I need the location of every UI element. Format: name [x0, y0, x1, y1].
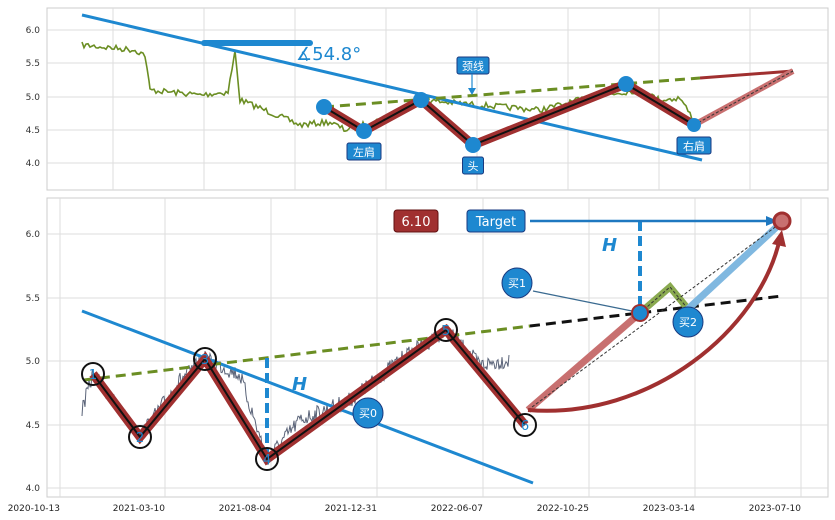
- target-leg: [685, 219, 785, 312]
- height-label-2: H: [602, 235, 617, 256]
- pivot-label: 2: [136, 431, 144, 446]
- pivot-label: 4: [263, 453, 271, 468]
- target-value-badge: [393, 209, 439, 233]
- pivot-circle: [128, 425, 152, 449]
- x-tick-label: 2020-10-13: [8, 504, 60, 514]
- pattern-point: [465, 137, 481, 153]
- svg-text:6.10: 6.10: [402, 215, 431, 230]
- y-tick-label: 6.0: [26, 230, 41, 240]
- pattern-label-box: [676, 136, 712, 155]
- y-tick-label: 4.0: [26, 159, 41, 169]
- neck-extension: [699, 69, 794, 80]
- buy-label: 买1: [508, 277, 526, 290]
- x-tick-label: 2023-07-10: [749, 504, 802, 514]
- breakout-leg: [525, 310, 643, 413]
- pivot-circle: [193, 347, 217, 371]
- y-tick-label: 5.5: [26, 59, 40, 69]
- angle-label: ∡54.8°: [296, 44, 361, 65]
- x-tick-label: 2021-03-10: [113, 504, 166, 514]
- pivot-circle: [513, 413, 537, 437]
- pattern-point: [687, 118, 701, 132]
- y-tick-label: 5.5: [26, 294, 40, 304]
- x-tick-label: 2021-08-04: [219, 504, 272, 514]
- buy-marker: [352, 397, 384, 429]
- y-tick-label: 5.0: [26, 357, 41, 367]
- neckline-extension: [529, 294, 783, 328]
- buy-marker: [501, 267, 533, 299]
- pattern-label-box: [346, 142, 382, 161]
- pattern-label: 头: [468, 160, 479, 173]
- x-tick-label: 2022-06-07: [431, 504, 483, 514]
- x-tick-label: 2023-03-14: [643, 504, 696, 514]
- bottom-panel: H H Target 6.10 1 2 3 4 5 6 买0 买1 买2 6.0 5.5 5.0 4…: [8, 197, 829, 514]
- pivot-label: 3: [201, 353, 209, 368]
- y-tick-label: 4.0: [26, 484, 41, 494]
- pivot-circle: [81, 362, 105, 386]
- neckline-label-box: [456, 56, 490, 75]
- pivot-label: 6: [521, 419, 529, 434]
- y-tick-label: 5.0: [26, 93, 41, 103]
- x-tick-label: 2022-10-25: [537, 504, 589, 514]
- top-trend-line: [81, 13, 703, 162]
- projection-curve: [527, 237, 782, 413]
- bottom-trend-line: [81, 309, 534, 485]
- target-badge: [466, 209, 526, 233]
- x-tick-label: 2021-12-31: [325, 504, 377, 514]
- buy1-arrow: [532, 290, 633, 312]
- target-point: [772, 211, 792, 231]
- neckline-label: 颈线: [462, 59, 484, 73]
- pattern-point: [618, 76, 634, 92]
- pattern-point: [413, 92, 429, 108]
- y-tick-label: 4.5: [26, 126, 40, 136]
- buy-label: 买0: [359, 407, 377, 420]
- pivot-circle: [255, 447, 279, 471]
- pivot-circle: [434, 318, 458, 342]
- pattern-label-box: [462, 156, 484, 175]
- buy-label: 买2: [679, 316, 697, 329]
- pullback-leg: [637, 281, 691, 316]
- pattern-label: 左肩: [353, 145, 375, 159]
- pattern-point: [316, 99, 332, 115]
- pattern-point: [356, 123, 372, 139]
- y-tick-label: 6.0: [26, 26, 41, 36]
- y-tick-label: 4.5: [26, 421, 40, 431]
- top-panel: ∡54.8° 左肩头 右肩 颈线 6.0 5.5 5.0 4.5 4.0: [26, 7, 829, 191]
- height-label-1: H: [292, 374, 307, 395]
- pivot-label: 5: [442, 324, 450, 339]
- pattern-label: 右肩: [683, 139, 705, 153]
- buy-marker: [672, 306, 704, 338]
- pivot-label: 1: [89, 368, 97, 383]
- svg-text:Target: Target: [475, 215, 516, 230]
